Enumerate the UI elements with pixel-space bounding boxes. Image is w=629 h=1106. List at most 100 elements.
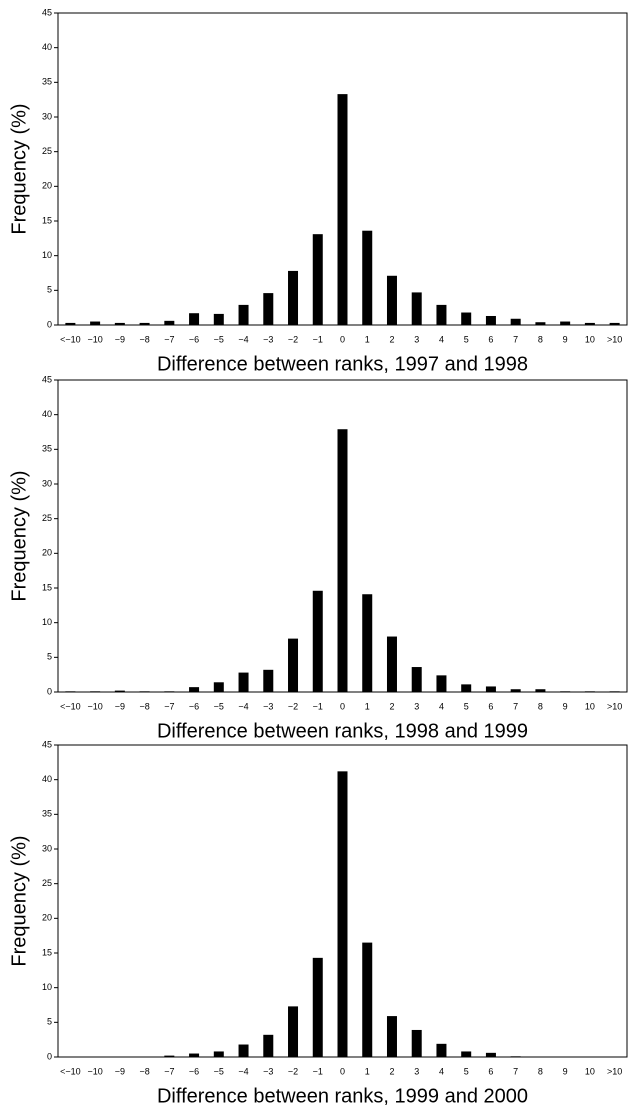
x-tick-label: 7 <box>513 1066 518 1076</box>
x-tick-label: 7 <box>513 334 518 344</box>
x-tick-label: −3 <box>263 1066 273 1076</box>
x-tick-label: 0 <box>340 1066 345 1076</box>
x-tick-label: 2 <box>389 1066 394 1076</box>
x-tick-label: 1 <box>365 1066 370 1076</box>
bar <box>164 1055 175 1057</box>
y-tick-label: 25 <box>42 513 52 523</box>
x-tick-label: 1 <box>365 334 370 344</box>
y-tick-label: 40 <box>42 42 52 52</box>
y-tick-label: 0 <box>47 686 52 696</box>
bar <box>461 1051 472 1057</box>
y-axis-title: Frequency (%) <box>8 835 30 966</box>
bar <box>238 672 249 692</box>
bar <box>263 293 274 325</box>
y-tick-label: 0 <box>47 319 52 329</box>
x-tick-label: −9 <box>115 701 125 711</box>
bar <box>584 322 595 325</box>
y-tick-label: 15 <box>42 582 52 592</box>
x-axis-title: Difference between ranks, 1998 and 1999 <box>157 720 528 742</box>
bar <box>609 691 620 692</box>
x-tick-label: 6 <box>488 1066 493 1076</box>
y-tick-label: 5 <box>47 652 52 662</box>
bar <box>436 675 447 692</box>
x-tick-label: −5 <box>214 701 224 711</box>
y-tick-label: 40 <box>42 409 52 419</box>
x-tick-label: −5 <box>214 1066 224 1076</box>
bar <box>609 322 620 325</box>
bar <box>312 590 323 692</box>
y-tick-label: 15 <box>42 215 52 225</box>
y-tick-label: 35 <box>42 77 52 87</box>
bar <box>337 94 348 326</box>
x-tick-label: −7 <box>164 334 174 344</box>
x-tick-label: −4 <box>238 701 248 711</box>
bar <box>213 1051 224 1057</box>
x-tick-label: >10 <box>607 701 622 711</box>
bar <box>65 691 76 692</box>
x-tick-label: −3 <box>263 701 273 711</box>
x-tick-label: −1 <box>313 334 323 344</box>
bar <box>337 429 348 692</box>
x-tick-label: −10 <box>87 334 102 344</box>
bar <box>114 322 125 325</box>
y-tick-label: 10 <box>42 617 52 627</box>
x-tick-label: 2 <box>389 701 394 711</box>
x-tick-label: −10 <box>87 701 102 711</box>
x-tick-label: −9 <box>115 1066 125 1076</box>
bar <box>485 686 496 692</box>
x-tick-label: 4 <box>439 334 444 344</box>
y-tick-label: 5 <box>47 285 52 295</box>
x-tick-label: −10 <box>87 1066 102 1076</box>
x-tick-label: −5 <box>214 334 224 344</box>
x-tick-label: −6 <box>189 1066 199 1076</box>
y-tick-label: 25 <box>42 146 52 156</box>
bar <box>263 1034 274 1057</box>
bar <box>114 690 125 692</box>
y-tick-label: 15 <box>42 947 52 957</box>
x-tick-label: −2 <box>288 701 298 711</box>
bar <box>510 689 521 692</box>
x-tick-label: <−10 <box>60 701 81 711</box>
bar <box>288 270 299 325</box>
x-tick-label: 9 <box>563 334 568 344</box>
bar <box>263 669 274 692</box>
x-tick-label: >10 <box>607 1066 622 1076</box>
bar <box>386 636 397 692</box>
bar <box>510 318 521 325</box>
bar <box>461 312 472 325</box>
bar <box>337 771 348 1057</box>
bar <box>139 691 150 692</box>
x-tick-label: 6 <box>488 334 493 344</box>
bar <box>189 1053 200 1057</box>
bar <box>362 230 373 325</box>
x-tick-label: −1 <box>313 701 323 711</box>
bar <box>164 691 175 692</box>
bar <box>386 1016 397 1057</box>
bar <box>312 234 323 325</box>
x-tick-label: 2 <box>389 334 394 344</box>
bar <box>90 321 101 325</box>
x-tick-label: 5 <box>464 334 469 344</box>
y-tick-label: 5 <box>47 1017 52 1027</box>
bar <box>560 691 571 692</box>
x-tick-label: −2 <box>288 1066 298 1076</box>
x-tick-label: <−10 <box>60 334 81 344</box>
y-tick-label: 35 <box>42 809 52 819</box>
bar <box>189 313 200 325</box>
bar <box>213 313 224 325</box>
x-tick-label: 9 <box>563 701 568 711</box>
x-tick-label: −6 <box>189 701 199 711</box>
x-tick-label: 8 <box>538 334 543 344</box>
x-tick-label: 10 <box>585 334 595 344</box>
bar <box>485 1052 496 1057</box>
x-tick-label: 4 <box>439 701 444 711</box>
x-tick-label: 5 <box>464 1066 469 1076</box>
x-tick-label: >10 <box>607 334 622 344</box>
bar <box>560 321 571 325</box>
y-tick-label: 45 <box>42 374 52 384</box>
y-tick-label: 10 <box>42 250 52 260</box>
x-tick-label: −8 <box>139 701 149 711</box>
bar <box>238 304 249 325</box>
